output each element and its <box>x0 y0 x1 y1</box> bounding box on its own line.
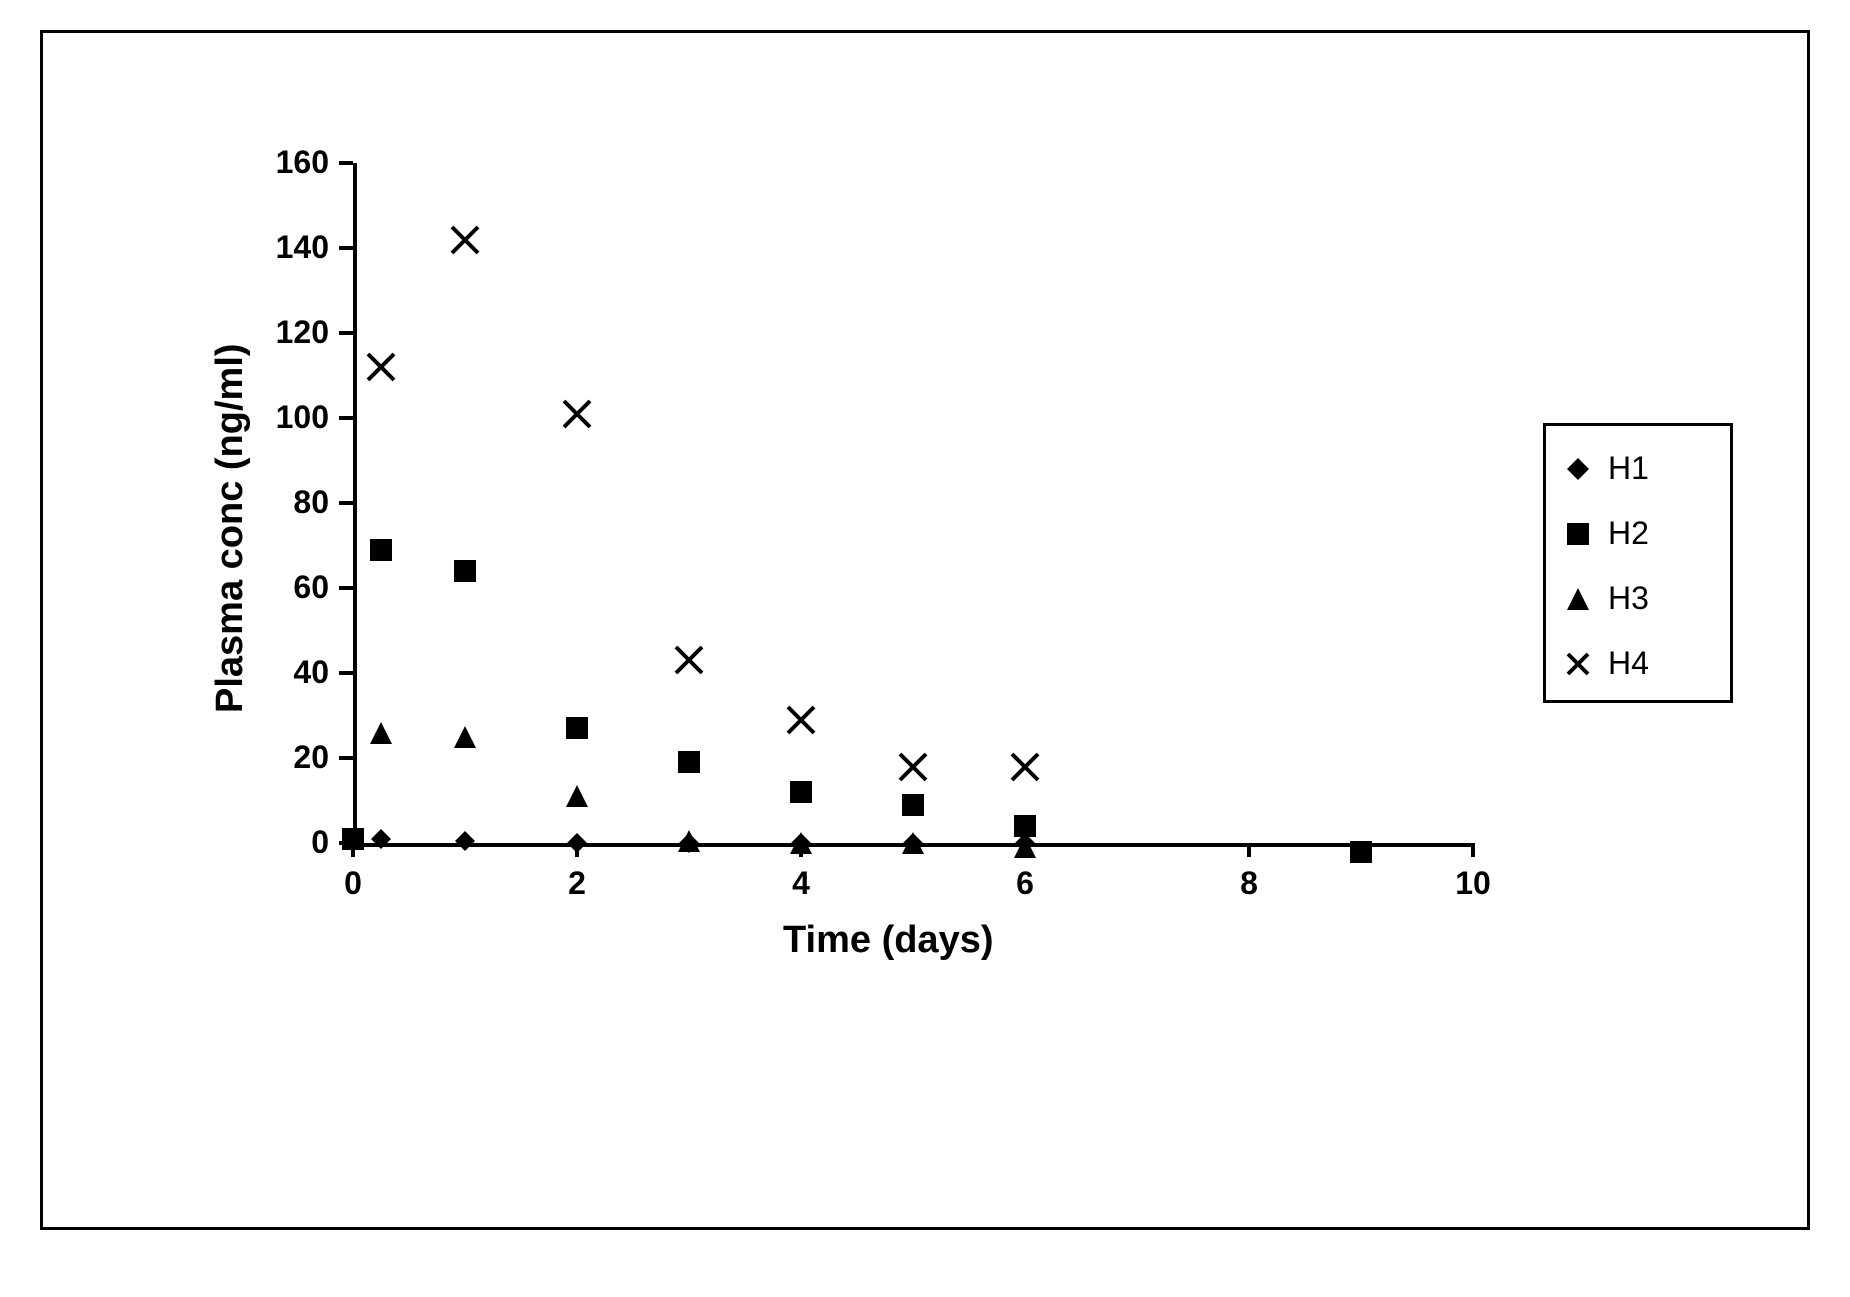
legend-item-h4: H4 <box>1558 644 1649 684</box>
legend-marker-diamond-icon <box>1558 449 1598 489</box>
y-tick-label: 80 <box>249 484 329 521</box>
marker-h3 <box>789 831 813 855</box>
marker-h4 <box>562 399 592 429</box>
y-tick-label: 100 <box>249 399 329 436</box>
y-axis <box>353 163 357 843</box>
y-tick <box>339 416 353 420</box>
marker-h3 <box>453 725 477 749</box>
legend-label: H4 <box>1608 645 1649 682</box>
x-tick-label: 8 <box>1219 865 1279 902</box>
marker-h4 <box>898 752 928 782</box>
marker-h3 <box>565 784 589 808</box>
y-tick-label: 20 <box>249 739 329 776</box>
marker-h2 <box>789 780 813 804</box>
marker-h2 <box>1349 840 1373 864</box>
marker-h2 <box>369 538 393 562</box>
y-tick <box>339 586 353 590</box>
legend-marker-triangle-icon <box>1558 579 1598 619</box>
marker-h1 <box>454 830 476 852</box>
marker-h3 <box>901 831 925 855</box>
legend-label: H2 <box>1608 515 1649 552</box>
x-tick-label: 10 <box>1443 865 1503 902</box>
legend-item-h1: H1 <box>1558 449 1649 489</box>
legend-marker-x-icon <box>1558 644 1598 684</box>
x-tick <box>1247 843 1251 857</box>
y-tick <box>339 756 353 760</box>
x-tick-label: 0 <box>323 865 383 902</box>
x-axis-title: Time (days) <box>783 919 993 962</box>
y-tick <box>339 331 353 335</box>
y-tick-label: 40 <box>249 654 329 691</box>
marker-h3 <box>677 829 701 853</box>
marker-h2 <box>901 793 925 817</box>
x-tick-label: 6 <box>995 865 1055 902</box>
legend-item-h3: H3 <box>1558 579 1649 619</box>
x-tick <box>1471 843 1475 857</box>
legend-label: H1 <box>1608 450 1649 487</box>
marker-h3 <box>369 721 393 745</box>
marker-h1 <box>370 828 392 850</box>
marker-h1 <box>566 832 588 854</box>
chart-frame: 0 20 40 60 80 100 120 140 160 0 2 4 6 8 10 Time (days) P… <box>40 30 1810 1230</box>
y-tick <box>339 161 353 165</box>
y-tick-label: 160 <box>249 144 329 181</box>
marker-h2 <box>453 559 477 583</box>
marker-h4 <box>366 352 396 382</box>
marker-h4 <box>786 705 816 735</box>
marker-h2 <box>565 716 589 740</box>
marker-h3 <box>1013 835 1037 859</box>
marker-h4 <box>450 225 480 255</box>
y-tick-label: 120 <box>249 314 329 351</box>
legend: H1 H2 H3 H4 <box>1543 423 1733 703</box>
y-tick <box>339 501 353 505</box>
marker-h4 <box>1010 752 1040 782</box>
x-tick-label: 2 <box>547 865 607 902</box>
y-tick <box>339 246 353 250</box>
legend-marker-square-icon <box>1558 514 1598 554</box>
y-tick-label: 0 <box>249 824 329 861</box>
marker-h2 <box>677 750 701 774</box>
y-axis-title: Plasma conc (ng/ml) <box>209 343 252 713</box>
scatter-chart: 0 20 40 60 80 100 120 140 160 0 2 4 6 8 10 Time (days) P… <box>43 33 1807 1227</box>
y-tick <box>339 671 353 675</box>
x-tick-label: 4 <box>771 865 831 902</box>
legend-label: H3 <box>1608 580 1649 617</box>
marker-h2 <box>341 827 365 851</box>
y-tick-label: 60 <box>249 569 329 606</box>
y-tick-label: 140 <box>249 229 329 266</box>
marker-h4 <box>674 645 704 675</box>
legend-item-h2: H2 <box>1558 514 1649 554</box>
